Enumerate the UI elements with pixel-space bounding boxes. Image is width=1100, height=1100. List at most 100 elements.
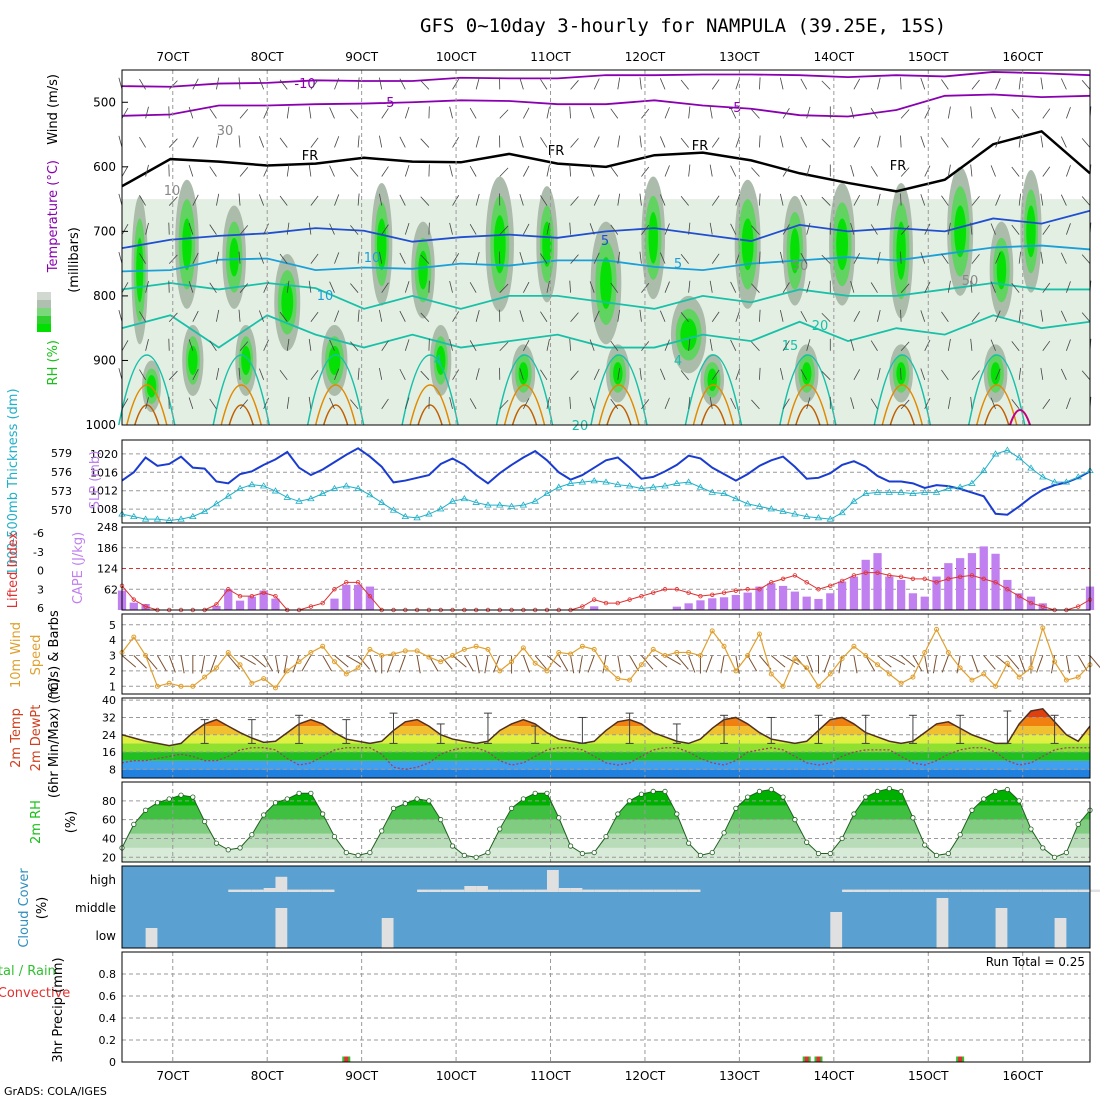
upper-wind-barb [900,251,902,264]
thickness-tick: 570 [51,504,72,517]
upper-wind-barb [569,164,571,177]
upper-wind-barb [870,282,878,293]
wind-barb [145,655,158,670]
upper-wind-barb [990,281,996,293]
cloud-high-bar [440,889,453,892]
upper-wind-barb [1040,367,1044,380]
cloud-layer-label: middle [75,901,116,915]
contour-label: 4 [434,354,442,369]
contour-label: 4 [674,354,682,369]
wind-tick: 3 [109,650,116,663]
upper-wind-barb [329,223,335,235]
cloud-high-bar [1078,889,1090,892]
wind-barb [475,655,480,674]
lifted-index-point [946,576,951,582]
upper-wind-barb [821,312,831,323]
upper-wind-barb [1011,399,1020,410]
thickness-point [708,488,716,495]
upper-wind-barb [610,166,619,177]
rh-label: RH (%) [46,340,61,385]
contour-label: 5 [674,257,682,272]
upper-wind-barb [680,137,689,148]
wind-speed-point [792,656,798,662]
lifted-index-point [839,578,845,584]
lifted-index-point [1016,593,1022,599]
cape-bar [908,593,918,610]
thickness-point [578,478,587,485]
rh-point [190,794,196,800]
upper-wind-barb [118,77,123,90]
wind-speed-point [1052,659,1058,665]
wind-speed-point [697,653,703,659]
upper-wind-barb [404,164,410,177]
rh-shade [542,221,552,267]
cape-bar [802,596,811,610]
date-tick-bottom: 12OCT [625,1069,666,1083]
upper-wind-barb [1018,367,1022,380]
rh-point [768,786,774,793]
upper-wind-barb [759,135,761,148]
upper-wind-barb [121,398,129,410]
upper-wind-barb [523,398,530,410]
upper-wind-barb [589,223,595,235]
lifted-index-point [934,580,939,585]
upper-wind-barb [971,79,980,90]
upper-wind-barb [279,369,288,381]
date-tick-top: 8OCT [251,50,284,64]
upper-wind-barb [216,251,220,264]
upper-wind-barb [617,367,621,380]
rh-point [1040,845,1046,851]
wind-speed-point [320,643,326,649]
isotherm-cone [409,384,451,426]
thickness-point [401,512,410,520]
upper-wind-barb [995,310,1001,322]
cape-bar [932,576,941,610]
rh-shade [996,250,1007,290]
upper-wind-barb [617,77,621,90]
upper-wind-barb [239,225,249,235]
cloud-high-bar [960,889,972,892]
upper-wind-barb [499,225,509,235]
upper-wind-barb [139,195,146,206]
rh-legend-swatch [37,292,51,300]
cape-bar [920,596,929,610]
temp-band [122,760,1090,770]
lifted-index-point [580,604,585,609]
upper-wind-barb [947,338,951,351]
upper-wind-barb [379,251,383,264]
upper-wind-barb [263,281,269,293]
upper-wind-barb [593,194,600,206]
rh-point [249,832,255,838]
rh-point [331,833,338,840]
upper-wind-barb [947,396,951,409]
upper-wind-barb [688,338,691,351]
rh-point [1016,798,1022,804]
cape-bar [1015,593,1024,610]
lifted-index-point [686,590,691,595]
upper-wind-barb [399,78,406,90]
upper-wind-barb [239,108,249,119]
upper-wind-barb [357,251,360,264]
slp-tick: 1020 [90,448,118,461]
upper-wind-barb [475,310,480,322]
wind-speed-point [249,680,255,686]
thickness-point [838,509,846,516]
thickness-point [566,479,575,486]
thickness-point [944,484,953,491]
upper-wind-barb [404,106,410,119]
thickness-label: 1000-500mb Thickness (dm) [6,388,21,575]
upper-wind-barb [404,281,410,293]
precip-label: 3hr Precip (mm) [51,957,66,1062]
upper-wind-barb [475,368,480,380]
upper-wind-barb [751,109,760,119]
wind-barb [806,655,814,673]
upper-wind-barb [329,281,335,293]
upper-wind-barb [1011,341,1020,352]
date-tick-bottom: 10OCT [436,1069,477,1083]
rh-tick: 20 [102,851,116,864]
cloud-high-bar [322,889,335,892]
contour-label: FR [302,149,319,164]
wind-speed-point [815,683,821,689]
upper-wind-barb [469,165,477,177]
upper-wind-barb [1018,251,1022,264]
